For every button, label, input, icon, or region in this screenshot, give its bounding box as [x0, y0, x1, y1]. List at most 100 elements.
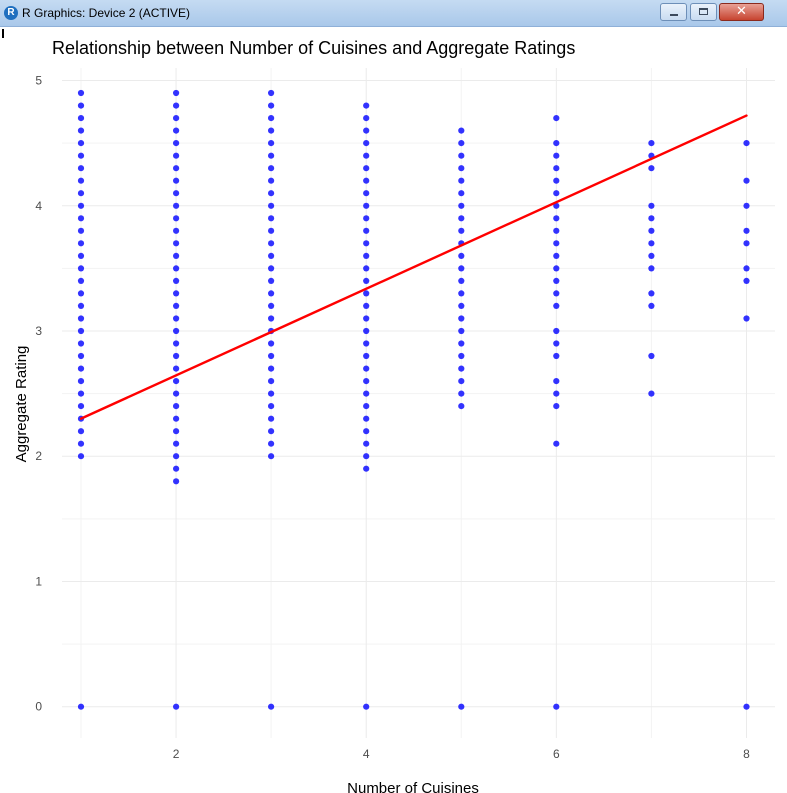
text-cursor [2, 29, 4, 38]
x-axis-label: Number of Cuisines [347, 780, 479, 793]
data-point [173, 478, 180, 485]
x-tick-label: 2 [173, 747, 180, 761]
data-point [363, 252, 370, 259]
data-point [648, 202, 655, 209]
data-point [458, 403, 465, 410]
data-point [648, 215, 655, 222]
data-point [173, 102, 180, 109]
data-point [268, 152, 275, 159]
minimize-button[interactable] [660, 3, 687, 21]
data-point [363, 215, 370, 222]
data-point [553, 340, 560, 347]
data-point [648, 140, 655, 147]
data-point [363, 403, 370, 410]
data-point [77, 290, 85, 297]
data-point [268, 703, 275, 710]
data-point [173, 290, 180, 297]
data-point [268, 252, 275, 259]
data-point [77, 152, 85, 159]
data-point [173, 127, 180, 134]
data-point [743, 265, 750, 272]
data-point [173, 252, 180, 259]
data-point [458, 277, 465, 284]
data-point [458, 152, 465, 159]
data-point [553, 202, 560, 209]
title-bar[interactable]: R R Graphics: Device 2 (ACTIVE) ✕ [0, 0, 787, 27]
data-point [77, 302, 85, 309]
data-point [173, 115, 180, 122]
data-point [363, 415, 370, 422]
data-point [648, 165, 655, 172]
chart-title: Relationship between Number of Cuisines … [52, 38, 575, 58]
data-point [268, 453, 275, 460]
data-point [173, 165, 180, 172]
data-point [363, 277, 370, 284]
plot-grid [62, 68, 775, 738]
x-tick-label: 8 [743, 747, 750, 761]
data-point [648, 240, 655, 247]
data-point [173, 265, 180, 272]
data-point [553, 265, 560, 272]
data-point [268, 265, 275, 272]
data-point [458, 315, 465, 322]
data-point [648, 390, 655, 397]
data-point [458, 340, 465, 347]
data-point [553, 177, 560, 184]
data-point [458, 165, 465, 172]
data-point [77, 403, 85, 410]
data-point [268, 227, 275, 234]
data-point [77, 227, 85, 234]
data-point [173, 277, 180, 284]
data-point [268, 315, 275, 322]
data-point [743, 202, 750, 209]
close-button[interactable]: ✕ [719, 3, 764, 21]
data-point [363, 315, 370, 322]
data-point [77, 89, 85, 97]
data-point [77, 240, 85, 247]
data-point [77, 340, 85, 347]
data-point [648, 265, 655, 272]
data-point [458, 390, 465, 397]
data-point [268, 102, 275, 109]
data-point [743, 277, 750, 284]
data-point [268, 290, 275, 297]
y-tick-label: 4 [35, 199, 42, 213]
maximize-button[interactable] [690, 3, 717, 21]
data-point [553, 403, 560, 410]
scatter-plot: Relationship between Number of Cuisines … [13, 38, 775, 793]
data-point [553, 115, 560, 122]
y-tick-label: 0 [35, 700, 42, 714]
data-point [268, 165, 275, 172]
data-point [363, 465, 370, 472]
data-point [363, 352, 370, 360]
data-point [173, 140, 180, 147]
data-point [77, 252, 85, 259]
data-point [363, 440, 370, 447]
data-point [553, 190, 560, 197]
data-point [363, 428, 370, 435]
data-point [363, 265, 370, 272]
data-point [363, 165, 370, 172]
data-point [173, 378, 180, 385]
data-point [458, 302, 465, 309]
data-point [173, 327, 180, 335]
trend-line-layer [79, 114, 748, 420]
data-points [77, 89, 750, 710]
data-point [268, 140, 275, 147]
data-point [77, 165, 85, 172]
data-point [173, 215, 180, 222]
data-point [77, 127, 85, 134]
data-point [268, 352, 275, 360]
data-point [363, 290, 370, 297]
data-point [553, 152, 560, 159]
data-point [648, 252, 655, 259]
data-point [458, 252, 465, 259]
data-point [743, 240, 750, 247]
data-point [77, 390, 85, 397]
data-point [363, 115, 370, 122]
data-point [268, 340, 275, 347]
data-point [268, 115, 275, 122]
data-point [648, 302, 655, 309]
data-point [553, 215, 560, 222]
data-point [77, 453, 85, 460]
